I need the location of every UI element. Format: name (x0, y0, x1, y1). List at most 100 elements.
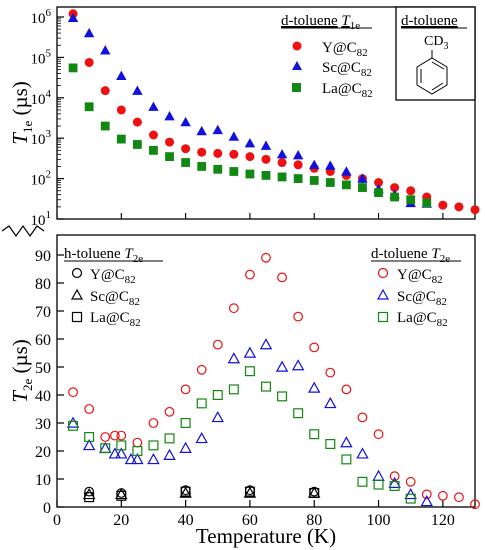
bottom-point-square (244, 366, 255, 377)
top-legend-sc-label: Sc@C82 (322, 60, 372, 79)
bottom-y-axis-label: T2e (µs) (8, 339, 35, 402)
top-point-triangle (309, 159, 320, 169)
bottom-y-tick-label: 10 (35, 472, 51, 489)
top-point-circle (245, 152, 255, 162)
bottom-point-circle (309, 342, 320, 353)
bottom-point-square (277, 391, 288, 402)
top-point-circle (197, 147, 207, 157)
top-point-triangle (148, 101, 159, 111)
bottom-point-square (309, 429, 320, 440)
bottom-point-circle (421, 489, 432, 500)
bottom-point-triangle (179, 486, 192, 498)
top-point-square (293, 174, 303, 183)
d-legend-sc-marker (376, 288, 390, 300)
bottom-point-square (405, 493, 416, 504)
bottom-point-circle (68, 387, 78, 398)
d-legend-la-label: La@C82 (397, 310, 448, 329)
bottom-point-square (325, 439, 336, 450)
top-point-circle (277, 158, 287, 168)
bottom-legend-d-toluene: d-toluene T2e Y@C82 Sc@C82 La@C82 (371, 246, 461, 329)
top-legend: d-toluene T1e Y@C82 Sc@C82 La@C82 (281, 13, 373, 100)
bottom-x-axis: 0 20 40 60 80 100 120 (53, 500, 455, 529)
bottom-legend-h-toluene: h-toluene T2e Y@C82 Sc@C82 La@C82 (64, 246, 163, 329)
top-legend-title: d-toluene T1e (281, 13, 360, 32)
top-point-circle (293, 160, 303, 170)
top-point-triangle (228, 131, 240, 141)
bottom-point-square (116, 490, 127, 501)
bottom-point-triangle (243, 486, 257, 498)
inset-methyl-label: CD3 (424, 34, 448, 52)
bottom-point-circle (405, 476, 416, 487)
bottom-point-circle (196, 364, 207, 375)
top-point-square (245, 169, 255, 179)
bottom-point-triangle (275, 360, 289, 372)
bottom-point-triangle (179, 441, 192, 453)
top-y-tick-label: 101 (31, 209, 52, 229)
top-legend-y-label: Y@C82 (322, 40, 368, 59)
top-point-square (165, 152, 174, 162)
top-point-circle (148, 130, 158, 140)
top-point-triangle (116, 70, 127, 80)
top-point-circle (84, 57, 94, 67)
h-legend-la-label: La@C82 (90, 310, 141, 329)
top-y-axis-label: T1e (µs) (8, 81, 35, 144)
bottom-point-square (228, 384, 239, 395)
top-point-square (149, 145, 158, 155)
bottom-point-circle (228, 303, 239, 314)
top-point-square (406, 195, 416, 205)
bottom-y-tick-label: 60 (35, 332, 51, 349)
bottom-point-square (148, 440, 159, 451)
d-legend-title: d-toluene T2e (371, 246, 450, 265)
bottom-y-tick-label: 20 (35, 444, 51, 461)
bottom-point-triangle (259, 338, 273, 350)
bottom-x-tick-label: 20 (113, 512, 129, 529)
bottom-x-tick-label: 0 (53, 512, 61, 529)
bottom-y-tick-label: 50 (35, 360, 51, 377)
bottom-point-circle (357, 412, 368, 423)
inset-title: d-toluene (401, 13, 458, 29)
top-point-square (277, 172, 287, 182)
top-point-circle (116, 105, 126, 115)
bottom-point-circle (84, 404, 95, 414)
bottom-y-tick-label: 40 (35, 388, 51, 405)
top-point-square (116, 134, 126, 144)
axis-break-mark (1, 224, 45, 238)
bottom-point-square (132, 446, 143, 457)
top-point-square (358, 183, 367, 192)
bottom-point-triangle (324, 396, 337, 409)
top-point-square (229, 167, 239, 176)
bottom-point-circle (325, 367, 336, 378)
top-point-triangle (100, 45, 111, 55)
bottom-point-square (196, 398, 207, 409)
bottom-point-circle (164, 406, 175, 417)
bottom-point-triangle (115, 447, 128, 459)
top-point-circle (470, 205, 480, 215)
bottom-point-triangle (147, 452, 160, 465)
bottom-point-square (116, 440, 127, 451)
bottom-point-triangle (163, 448, 176, 460)
top-y-tick-label: 102 (31, 169, 52, 189)
bottom-plot-frame (56, 234, 476, 508)
bottom-point-square (68, 420, 79, 431)
top-plot-frame (56, 6, 476, 220)
bottom-point-triangle (115, 487, 128, 500)
top-point-square (309, 176, 319, 185)
bottom-point-triangle (420, 494, 433, 507)
bottom-point-circle (116, 430, 127, 441)
d-legend-y-label: Y@C82 (397, 267, 443, 286)
top-y-tick-label: 105 (31, 47, 52, 67)
bottom-point-triangle (211, 410, 224, 423)
top-point-square (374, 188, 383, 198)
top-point-square (325, 178, 335, 187)
bottom-point-triangle (131, 452, 144, 465)
bottom-x-tick-label: 60 (242, 512, 258, 529)
bottom-point-square (164, 433, 175, 444)
d-legend-y-marker (377, 267, 389, 279)
inset-benzene-ring (416, 57, 448, 95)
bottom-point-triangle (243, 346, 257, 358)
top-point-circle (165, 137, 175, 147)
bottom-y-tick-label: 90 (35, 248, 51, 265)
bottom-point-circle (437, 490, 448, 501)
bottom-y-axis: 0 10 20 30 40 50 60 70 80 90 (35, 248, 64, 517)
top-point-circle (229, 149, 239, 159)
